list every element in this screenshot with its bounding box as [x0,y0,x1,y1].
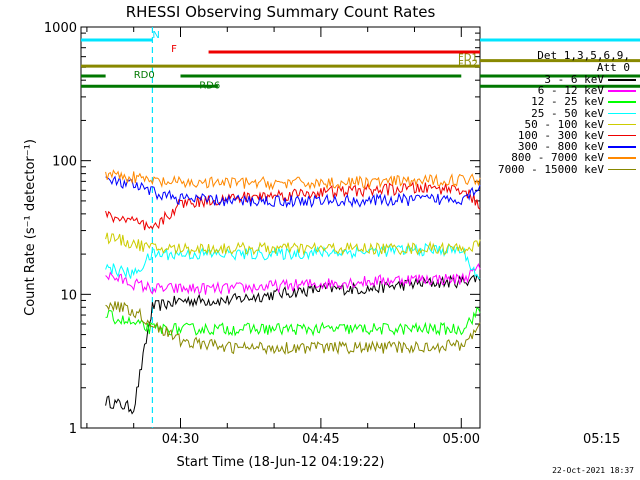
series-line-800-7000-kev [105,169,481,191]
chart-title: RHESSI Observing Summary Count Rates [126,3,436,21]
legend-swatch [608,157,636,159]
x-axis-label: Start Time (18-Jun-12 04:19:22) [177,455,385,470]
legend-item: 6 - 12 keV [486,85,638,96]
x-tick-label: 04:45 [302,432,339,447]
y-tick-label: 1000 [44,21,77,36]
state-bar-label: FD2 [458,59,478,70]
series-line-300-800-kev [105,175,481,209]
x-tick-label: 05:00 [443,432,480,447]
legend-header-line-2: Att 0 [596,61,630,74]
legend-swatch [608,123,636,126]
series-line-50-100-kev [105,232,481,257]
legend-item: 3 - 6 keV [486,74,638,85]
legend-item-label: 50 - 100 keV [524,117,604,131]
legend-item: 100 - 300 keV [486,130,638,141]
x-tick-label: 05:15 [583,432,620,447]
x-tick-label: 04:30 [162,432,199,447]
state-bar-label: RD6 [199,81,220,92]
state-bar-label: FD1 [458,53,478,64]
legend-swatch [608,168,636,170]
legend-item: 300 - 800 keV [486,141,638,152]
legend-swatch [608,134,636,137]
state-bar-label: N [152,30,159,41]
y-tick-label: 10 [60,288,77,303]
series-line-7000-15000-kev [105,301,481,355]
y-tick-label: 1 [69,422,77,437]
legend-item: 7000 - 15000 keV [486,164,638,175]
legend-swatch [608,79,636,81]
series-line-6-12-kev [105,262,481,295]
plot-frame [80,26,481,429]
chart-legend: Det 1,3,5,6,9, Att 0 3 - 6 keV 6 - 12 keV… [486,50,638,175]
legend-swatch [608,90,636,92]
legend-item-label: 12 - 25 keV [531,95,604,109]
legend-item-label: 800 - 7000 keV [511,151,604,165]
y-axis-label: Count Rate (s⁻¹ detector⁻¹) [23,139,38,316]
series-line-25-50-kev [105,242,481,280]
legend-item-label: 3 - 6 keV [544,73,604,86]
series-line-12-25-kev [105,306,481,337]
y-tick-label: 100 [52,155,77,170]
legend-swatch [608,101,636,103]
state-bar-label: F [171,44,177,55]
series-line-100-300-kev [105,181,481,231]
legend-item-label: 25 - 50 keV [531,106,604,120]
legend-swatch [608,112,636,115]
legend-item: 12 - 25 keV [486,96,638,107]
legend-item: 50 - 100 keV [486,119,638,130]
legend-item: 25 - 50 keV [486,108,638,119]
state-bar-label: RD0 [134,70,155,81]
legend-item: 800 - 7000 keV [486,152,638,163]
legend-item-label: 7000 - 15000 keV [498,162,604,176]
legend-item-label: 6 - 12 keV [537,84,604,98]
legend-item-label: 300 - 800 keV [517,140,604,154]
generation-timestamp: 22-Oct-2021 18:37 [552,466,634,475]
legend-item-label: 100 - 300 keV [517,128,604,142]
legend-header-line-1: Det 1,3,5,6,9, [537,49,630,62]
legend-swatch [608,146,636,148]
series-line-3-6-kev [105,273,481,415]
